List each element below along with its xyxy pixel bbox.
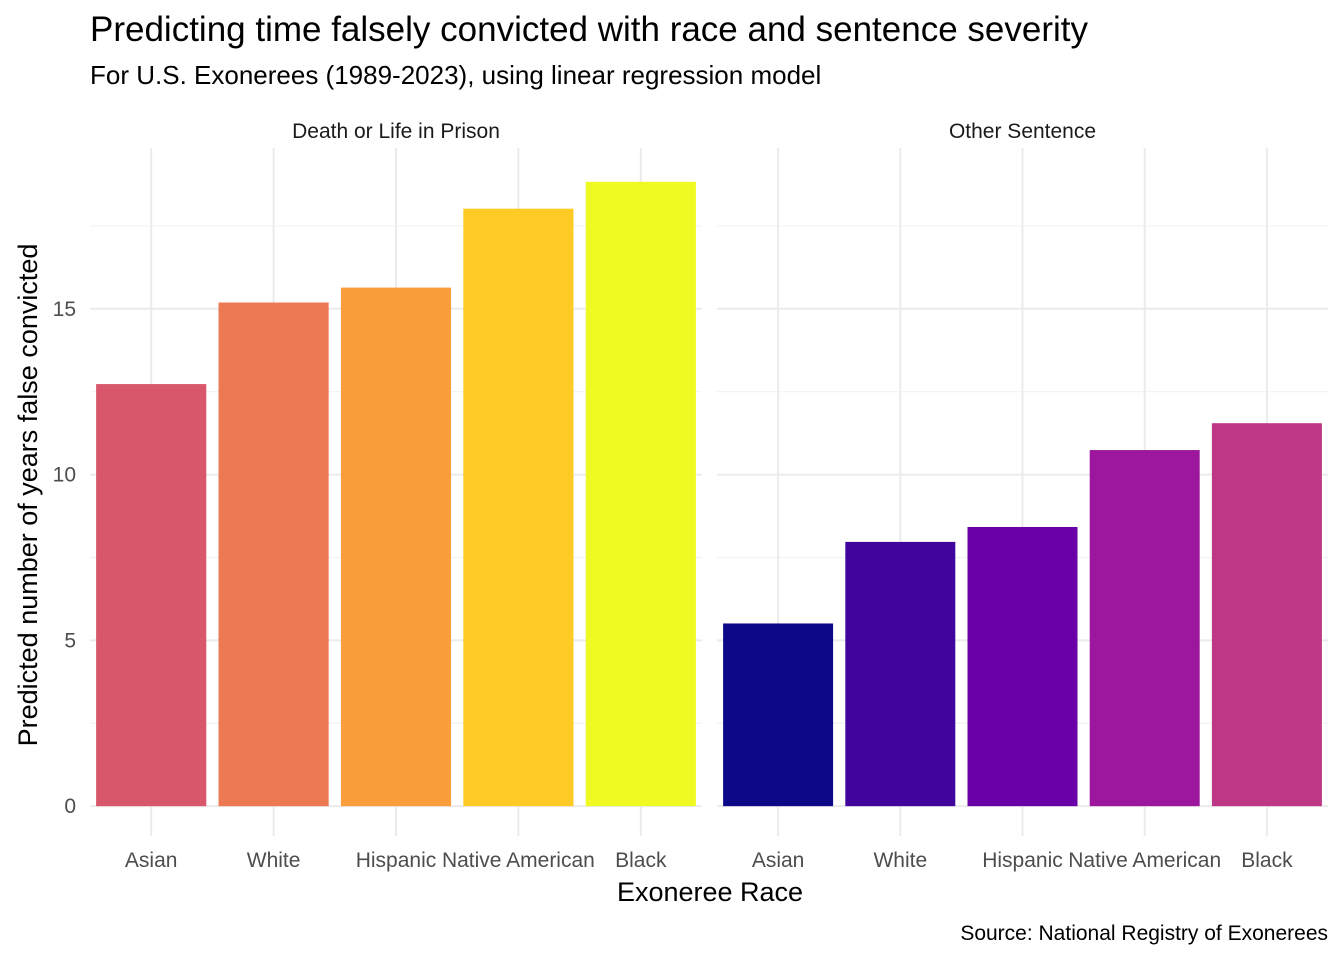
x-tick-label: White (247, 849, 301, 872)
x-axis-title: Exoneree Race (617, 877, 803, 907)
chart-title: Predicting time falsely convicted with r… (90, 10, 1088, 49)
bar-asian (723, 623, 834, 807)
x-tick-label: Black (1241, 849, 1293, 872)
bar-hispanic (967, 526, 1078, 807)
x-tick-label: Asian (125, 849, 178, 872)
bar-native-american (1089, 450, 1200, 807)
x-tick-label: White (873, 849, 927, 872)
y-tick-label: 5 (64, 629, 76, 652)
bar-white (845, 541, 956, 807)
y-axis: 0 5 10 15 (53, 298, 76, 818)
x-tick-label: Native American (442, 849, 595, 872)
y-axis-title: Predicted number of years false convicte… (13, 244, 43, 747)
bar-native-american (463, 208, 574, 807)
panels: Death or Life in Prison Asian White Hispani… (90, 120, 1328, 872)
panel-2: Other Sentence Asian White Hispanic Native A… (717, 120, 1328, 872)
bar-white (218, 302, 329, 807)
x-tick-label: Native American (1068, 849, 1221, 872)
chart-caption: Source: National Registry of Exonerees (960, 922, 1328, 945)
bar-hispanic (340, 287, 452, 807)
y-tick-label: 10 (53, 464, 76, 487)
x-tick-label: Hispanic (982, 849, 1063, 872)
chart-subtitle: For U.S. Exonerees (1989-2023), using li… (90, 60, 821, 90)
bar-black (1211, 423, 1322, 807)
bar-asian (96, 384, 207, 807)
x-tick-label: Asian (752, 849, 805, 872)
panel-strip-label: Other Sentence (949, 120, 1096, 143)
x-tick-label: Hispanic (356, 849, 437, 872)
panel-1: Death or Life in Prison Asian White Hispani… (90, 120, 702, 872)
bar-black (585, 181, 696, 807)
y-tick-label: 15 (53, 298, 76, 321)
y-tick-label: 0 (64, 795, 76, 818)
x-tick-label: Black (615, 849, 667, 872)
panel-strip-label: Death or Life in Prison (292, 120, 500, 143)
